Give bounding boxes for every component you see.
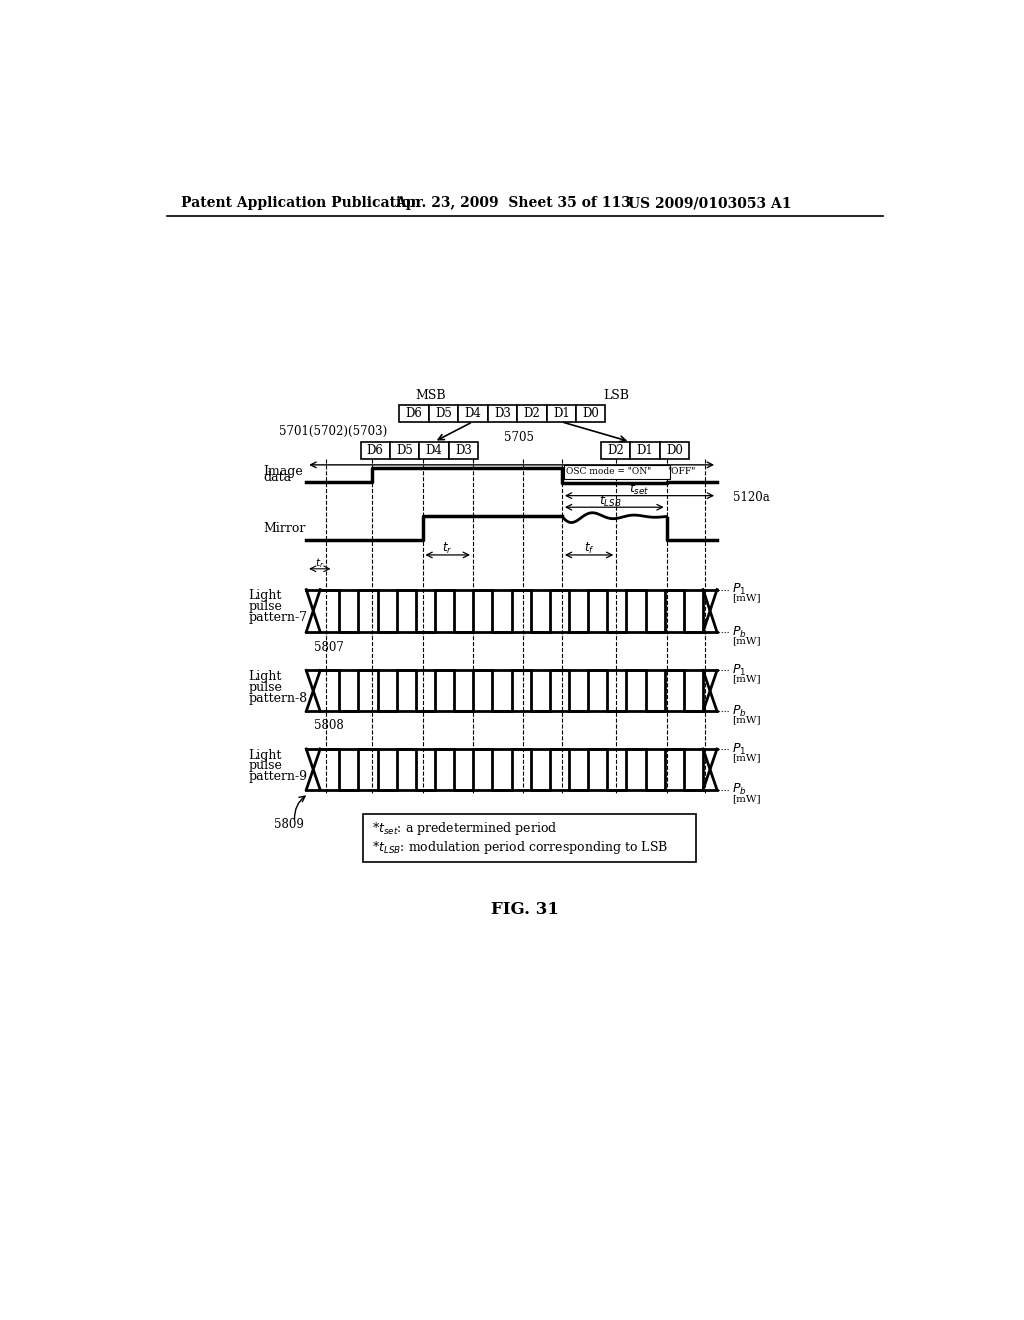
Text: *$t_{set}$: a predetermined period: *$t_{set}$: a predetermined period <box>372 820 558 837</box>
Text: D6: D6 <box>367 444 384 457</box>
Text: D4: D4 <box>426 444 442 457</box>
Text: 5807: 5807 <box>314 640 344 653</box>
Text: $t_r$: $t_r$ <box>442 541 453 556</box>
Bar <box>517 405 547 422</box>
Bar <box>563 465 670 479</box>
Text: "OFF": "OFF" <box>668 467 695 477</box>
Text: $t_{LSB}$: $t_{LSB}$ <box>599 494 622 508</box>
Bar <box>362 814 696 862</box>
Text: D2: D2 <box>523 407 540 420</box>
Text: $t_f$: $t_f$ <box>584 541 594 556</box>
Text: pattern-9: pattern-9 <box>248 770 307 783</box>
Text: pattern-7: pattern-7 <box>248 611 307 624</box>
Text: 5705: 5705 <box>505 432 535 445</box>
Bar <box>420 442 449 459</box>
Text: 5120a: 5120a <box>732 491 769 504</box>
Text: [mW]: [mW] <box>732 793 761 803</box>
Text: D4: D4 <box>465 407 481 420</box>
Text: $t_{set}$: $t_{set}$ <box>629 482 650 498</box>
Text: $P_1$: $P_1$ <box>732 663 746 678</box>
Text: D3: D3 <box>494 407 511 420</box>
Bar <box>547 405 575 422</box>
Text: D5: D5 <box>435 407 452 420</box>
Text: $P_1$: $P_1$ <box>732 742 746 756</box>
Text: Apr. 23, 2009  Sheet 35 of 113: Apr. 23, 2009 Sheet 35 of 113 <box>395 197 631 210</box>
Text: pulse: pulse <box>248 759 282 772</box>
Bar <box>659 442 689 459</box>
Text: 5701(5702)(5703): 5701(5702)(5703) <box>280 425 387 438</box>
Text: Patent Application Publication: Patent Application Publication <box>180 197 420 210</box>
Text: D6: D6 <box>406 407 423 420</box>
Text: [mW]: [mW] <box>732 752 761 762</box>
Text: D3: D3 <box>455 444 472 457</box>
Text: [mW]: [mW] <box>732 715 761 725</box>
Text: pattern-8: pattern-8 <box>248 692 307 705</box>
Text: LSB: LSB <box>603 389 630 403</box>
Text: Light: Light <box>248 590 282 602</box>
Bar <box>429 405 458 422</box>
Text: [mW]: [mW] <box>732 636 761 645</box>
Text: US 2009/0103053 A1: US 2009/0103053 A1 <box>628 197 792 210</box>
Text: 5809: 5809 <box>273 818 303 832</box>
Text: $P_1$: $P_1$ <box>732 582 746 597</box>
Text: [mW]: [mW] <box>732 675 761 684</box>
Text: D5: D5 <box>396 444 413 457</box>
Bar <box>601 442 630 459</box>
Text: Mirror: Mirror <box>263 521 306 535</box>
Text: MSB: MSB <box>415 389 445 403</box>
Text: D1: D1 <box>553 407 569 420</box>
Text: [mW]: [mW] <box>732 594 761 602</box>
Bar <box>487 405 517 422</box>
Text: data: data <box>263 471 292 484</box>
Text: pulse: pulse <box>248 681 282 694</box>
Text: D0: D0 <box>583 407 599 420</box>
Text: Image: Image <box>263 465 303 478</box>
Text: Light: Light <box>248 748 282 762</box>
Bar <box>630 442 659 459</box>
Text: 5808: 5808 <box>314 718 344 731</box>
Bar <box>399 405 429 422</box>
Bar <box>390 442 420 459</box>
Bar <box>360 442 390 459</box>
Text: D0: D0 <box>666 444 683 457</box>
Text: $P_b$: $P_b$ <box>732 704 748 719</box>
Text: D1: D1 <box>637 444 653 457</box>
Bar <box>575 405 605 422</box>
Text: pulse: pulse <box>248 601 282 614</box>
Text: D2: D2 <box>607 444 624 457</box>
Text: $P_b$: $P_b$ <box>732 624 748 639</box>
Text: Light: Light <box>248 671 282 682</box>
Text: $t_r$: $t_r$ <box>315 556 325 569</box>
Text: *$t_{LSB}$: modulation period corresponding to LSB: *$t_{LSB}$: modulation period correspond… <box>372 840 669 857</box>
Bar <box>449 442 478 459</box>
Text: OSC mode = "ON": OSC mode = "ON" <box>566 467 651 477</box>
Bar <box>458 405 487 422</box>
Text: $P_b$: $P_b$ <box>732 783 748 797</box>
Text: FIG. 31: FIG. 31 <box>490 900 559 917</box>
